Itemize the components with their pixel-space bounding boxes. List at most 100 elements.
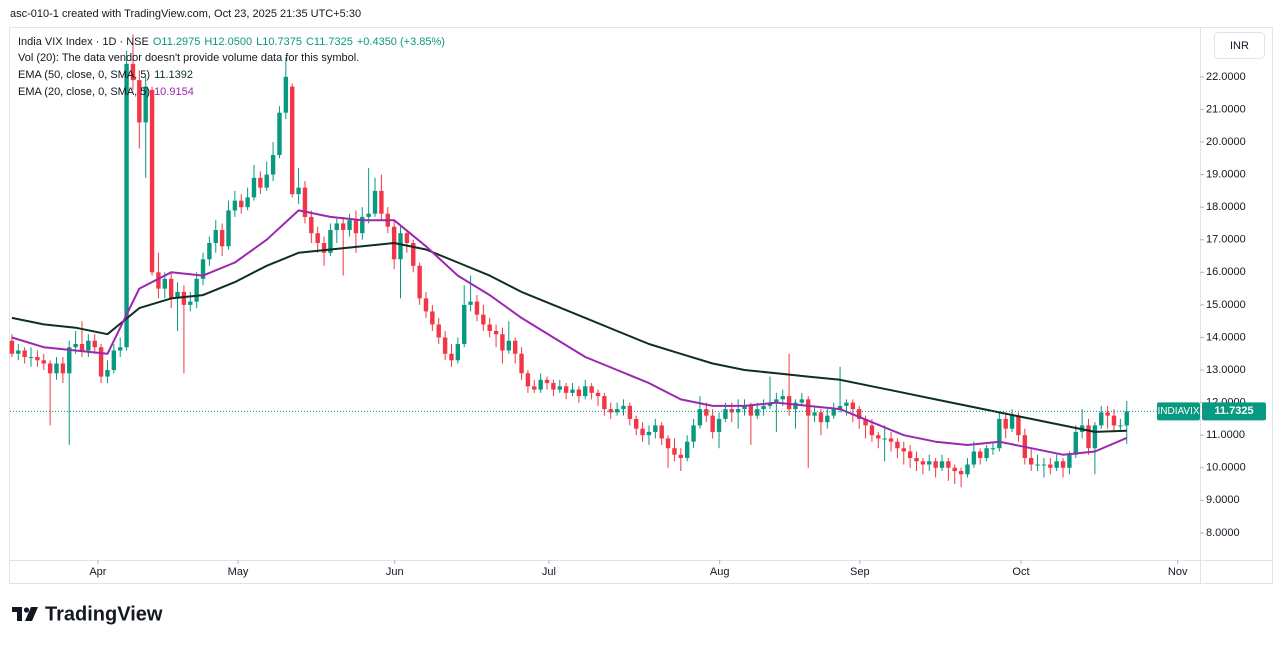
candle-body — [627, 405, 633, 419]
candle-body — [634, 418, 639, 429]
last-price-box — [1202, 402, 1266, 421]
candle-body — [716, 418, 722, 432]
candle-body — [411, 242, 416, 266]
candle-body — [105, 370, 110, 377]
candle-body — [290, 86, 295, 195]
candle-body — [28, 357, 34, 359]
x-tick-label: Nov — [1168, 566, 1188, 578]
y-tick-label: 11.0000 — [1206, 429, 1245, 441]
candle-body — [16, 350, 21, 354]
candle-body — [462, 304, 467, 344]
y-tick-label: 13.0000 — [1206, 364, 1246, 376]
last-price: 11.7325 — [1214, 405, 1253, 417]
candle-body — [1003, 418, 1008, 429]
y-tick-label: 17.0000 — [1206, 234, 1246, 246]
candle-body — [939, 461, 945, 468]
candle-body — [264, 174, 269, 188]
y-tick-label: 20.0000 — [1206, 136, 1246, 148]
y-tick-label: 19.0000 — [1206, 168, 1246, 180]
ema-line — [11, 209, 1128, 456]
candle-body — [245, 197, 250, 208]
candle-body — [436, 324, 441, 338]
candle-body — [277, 112, 282, 156]
candle-body — [831, 409, 836, 416]
candle-body — [207, 242, 212, 260]
candle-body — [684, 441, 690, 458]
ema20-value: 10.9154 — [154, 86, 194, 98]
candle-body — [1092, 425, 1098, 449]
candle-body — [538, 379, 543, 390]
candle-body — [1048, 464, 1053, 468]
y-tick-label: 9.0000 — [1206, 494, 1240, 506]
candle-body — [487, 324, 492, 331]
candle-body — [646, 431, 652, 436]
candle-body — [914, 457, 919, 462]
candle-body — [850, 402, 856, 410]
candle-body — [213, 229, 218, 243]
currency-box[interactable] — [1214, 32, 1265, 59]
logo: TradingView — [12, 603, 163, 625]
candle-body — [1118, 425, 1123, 427]
candle-body — [621, 405, 626, 410]
plot: 8.00009.000010.000011.000012.000013.0000… — [9, 34, 1246, 578]
candle-body — [971, 451, 977, 465]
candle-body — [98, 347, 104, 377]
ema50-value: 11.1392 — [154, 69, 193, 81]
candle-body — [118, 347, 123, 351]
price-tag-box — [1157, 402, 1200, 421]
candle-body — [551, 383, 556, 390]
candle-body — [430, 311, 435, 325]
candle-body — [149, 89, 155, 273]
candle-body — [1086, 425, 1091, 449]
candle-body — [952, 467, 957, 472]
candle-body — [474, 301, 480, 315]
candle-body — [22, 350, 27, 358]
logo-icon — [12, 607, 22, 621]
candle-body — [130, 63, 136, 81]
candle-body — [506, 340, 512, 351]
candle-body — [761, 405, 766, 410]
candle-body — [47, 363, 53, 374]
candle-body — [659, 425, 664, 439]
candle-body — [869, 425, 875, 436]
legend-line: India VIX Index · 1D · NSE O11.2975 H12.05… — [18, 36, 445, 48]
candle-body — [1028, 457, 1034, 465]
candle-body — [366, 213, 371, 217]
logo-icon — [23, 607, 30, 613]
candle-body — [907, 451, 913, 458]
candle-body — [958, 471, 964, 475]
volume-note: Vol (20): The data vendor doesn't provid… — [18, 52, 359, 64]
candle-body — [825, 415, 830, 423]
candle-body — [589, 386, 594, 393]
candle-body — [544, 379, 550, 384]
candle-body — [1041, 464, 1047, 466]
candle-body — [672, 448, 677, 455]
close-label: C11.7325 — [306, 36, 353, 48]
candle-body — [239, 200, 244, 208]
candle-body — [60, 363, 66, 374]
x-tick-label: Oct — [1012, 566, 1029, 578]
candle-body — [576, 389, 582, 397]
candle-body — [723, 409, 728, 419]
candle-body — [251, 177, 257, 198]
candle-body — [653, 425, 658, 432]
candle-body — [162, 278, 168, 289]
candle-body — [500, 334, 505, 351]
candle-body — [404, 233, 410, 243]
candle-body — [704, 409, 709, 416]
candle-body — [614, 409, 620, 413]
candle-body — [678, 454, 684, 458]
candle-body — [1099, 412, 1104, 426]
currency-button[interactable]: INR — [1214, 32, 1265, 59]
currency[interactable]: INR — [1230, 40, 1249, 52]
candle-body — [283, 76, 289, 113]
candle-body — [200, 259, 206, 279]
candle-body — [398, 233, 403, 260]
candle-body — [296, 187, 301, 195]
candle-body — [933, 461, 938, 468]
candle-body — [927, 461, 932, 465]
candle-body — [608, 409, 613, 413]
candle-body — [557, 386, 562, 390]
candle-body — [468, 301, 473, 305]
candle-body — [1124, 411, 1129, 426]
